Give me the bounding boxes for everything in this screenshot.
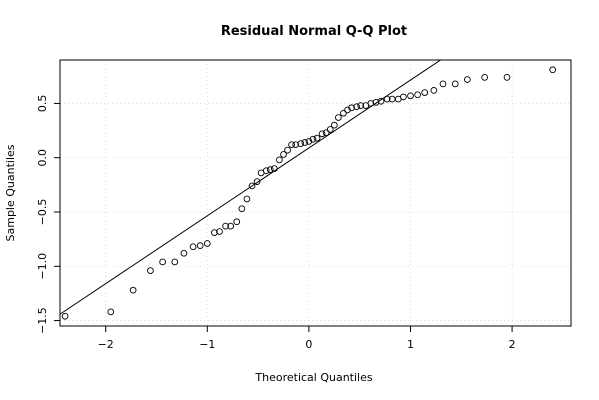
data-point bbox=[414, 91, 421, 99]
data-point bbox=[280, 151, 287, 158]
data-point bbox=[357, 102, 365, 109]
data-point bbox=[383, 95, 391, 103]
data-point bbox=[549, 66, 557, 74]
data-point bbox=[439, 80, 447, 88]
data-point bbox=[159, 258, 166, 266]
data-point bbox=[407, 92, 414, 100]
data-point bbox=[340, 109, 347, 117]
data-point bbox=[253, 178, 261, 185]
data-point bbox=[313, 134, 321, 142]
data-point bbox=[348, 104, 355, 112]
data-point bbox=[238, 205, 246, 213]
data-point bbox=[377, 97, 385, 105]
x-tick-label: 2 bbox=[509, 338, 516, 351]
data-point bbox=[284, 146, 291, 154]
x-tick-label: 1 bbox=[407, 338, 414, 351]
data-point bbox=[297, 140, 305, 147]
data-point bbox=[292, 141, 300, 149]
data-point bbox=[481, 74, 488, 81]
data-point bbox=[266, 166, 274, 174]
data-point bbox=[107, 308, 115, 316]
data-point bbox=[262, 167, 270, 175]
data-point bbox=[400, 93, 407, 101]
points bbox=[61, 66, 557, 320]
data-point bbox=[305, 138, 313, 145]
y-tick-label: −0.5 bbox=[36, 199, 49, 226]
data-point bbox=[288, 141, 295, 149]
y-axis-label: Sample Quantiles bbox=[4, 144, 17, 241]
data-point bbox=[171, 258, 179, 266]
y-tick-label: 0.0 bbox=[36, 149, 49, 167]
data-point bbox=[216, 228, 223, 235]
data-point bbox=[227, 222, 235, 230]
grid bbox=[60, 60, 571, 326]
reference-line bbox=[60, 60, 442, 315]
x-axis-label: Theoretical Quantiles bbox=[254, 371, 372, 384]
data-point bbox=[309, 135, 317, 143]
data-point bbox=[248, 182, 256, 190]
data-point bbox=[430, 87, 438, 94]
y-tick-label: 0.5 bbox=[36, 95, 49, 113]
plot-frame bbox=[59, 59, 572, 327]
data-point bbox=[421, 89, 429, 96]
x-axis: −2 −1 0 1 2 bbox=[98, 325, 516, 351]
data-point bbox=[129, 286, 137, 294]
y-tick-label: −1.0 bbox=[36, 253, 49, 280]
y-axis: −1.5 −1.0 −0.5 0.0 0.5 bbox=[36, 95, 61, 334]
data-point bbox=[180, 249, 188, 257]
data-point bbox=[222, 222, 229, 230]
data-point bbox=[503, 74, 511, 81]
data-point bbox=[147, 267, 154, 274]
data-point bbox=[464, 76, 471, 83]
data-point bbox=[330, 121, 338, 129]
data-point bbox=[335, 114, 342, 121]
data-point bbox=[318, 130, 326, 138]
data-point bbox=[196, 242, 204, 250]
data-point bbox=[276, 156, 283, 164]
x-tick-label: −1 bbox=[199, 338, 215, 351]
y-tick-label: −1.5 bbox=[36, 307, 49, 334]
reference-line-layer bbox=[60, 60, 442, 315]
data-point bbox=[353, 103, 360, 111]
data-point bbox=[233, 218, 241, 226]
data-point bbox=[271, 165, 278, 172]
data-point bbox=[326, 126, 334, 133]
data-point bbox=[372, 98, 380, 106]
chart-title: Residual Normal Q-Q Plot bbox=[221, 24, 407, 39]
data-point bbox=[367, 100, 375, 107]
x-tick-label: 0 bbox=[305, 338, 312, 351]
data-point bbox=[301, 139, 309, 146]
data-point bbox=[189, 243, 197, 251]
data-point bbox=[61, 312, 69, 320]
data-point bbox=[322, 129, 330, 137]
data-point bbox=[451, 80, 459, 88]
x-tick-label: −2 bbox=[98, 338, 114, 351]
data-point bbox=[243, 195, 251, 203]
data-point bbox=[203, 240, 211, 247]
data-point bbox=[344, 106, 351, 114]
data-point bbox=[211, 229, 218, 236]
